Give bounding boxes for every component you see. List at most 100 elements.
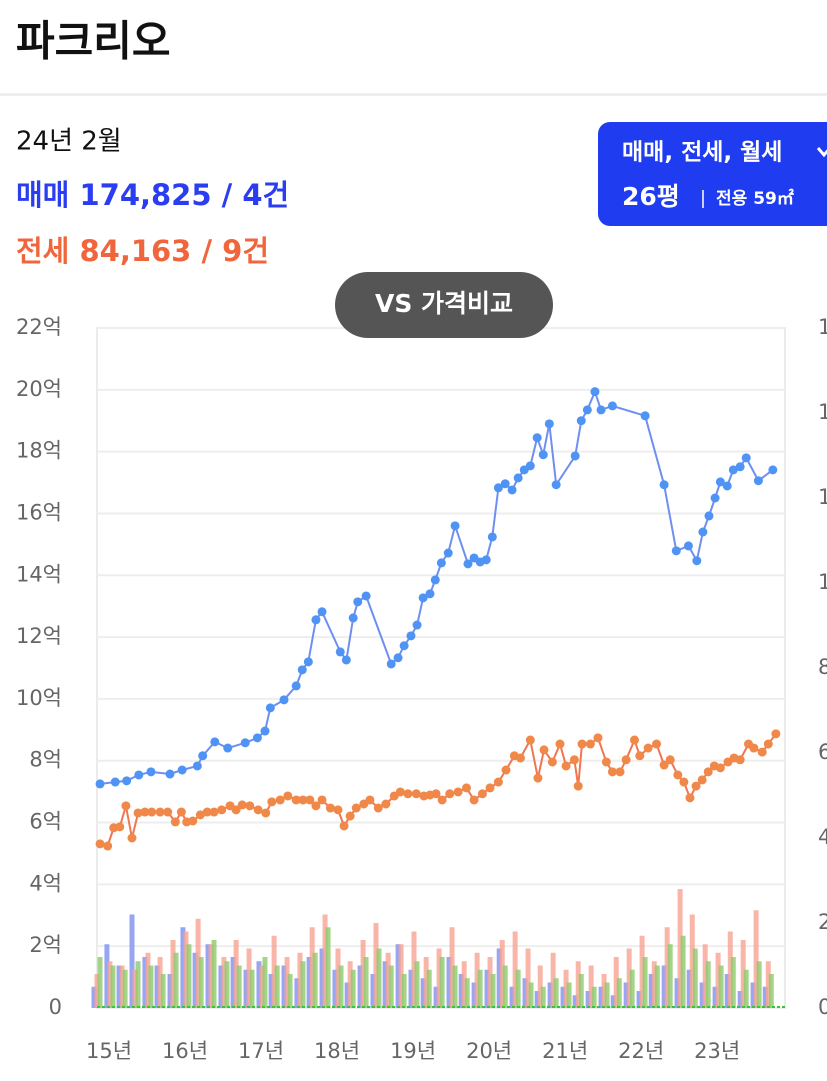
price-point bbox=[265, 703, 275, 713]
volume-bar bbox=[224, 961, 230, 1008]
price-point bbox=[513, 473, 523, 483]
price-point bbox=[753, 476, 763, 486]
volume-bar bbox=[395, 944, 401, 1008]
filter-types[interactable]: 매매, 전세, 월세 bbox=[622, 140, 782, 166]
price-point bbox=[155, 807, 165, 817]
price-point bbox=[95, 839, 105, 849]
price-point bbox=[551, 480, 561, 490]
price-point bbox=[652, 739, 662, 749]
volume-bar bbox=[642, 957, 648, 1008]
filter-size[interactable]: 26평 bbox=[622, 182, 680, 211]
volume-bar bbox=[332, 969, 338, 1008]
volume-bar bbox=[471, 982, 477, 1008]
volume-bar bbox=[484, 969, 490, 1008]
price-point bbox=[411, 789, 421, 799]
compare-pill[interactable] bbox=[335, 272, 553, 338]
x-tick-label: 15년 bbox=[86, 1039, 132, 1063]
price-point bbox=[593, 733, 603, 743]
price-point bbox=[585, 739, 595, 749]
price-point bbox=[165, 769, 175, 779]
price-point bbox=[297, 665, 307, 675]
price-point bbox=[345, 811, 355, 821]
price-point bbox=[607, 401, 617, 411]
volume-bar bbox=[170, 940, 176, 1008]
price-point bbox=[163, 807, 173, 817]
volume-bar bbox=[461, 961, 467, 1008]
volume-bar bbox=[186, 944, 192, 1008]
y-tick-label: 0 bbox=[49, 995, 62, 1019]
filter-button[interactable]: 매매, 전세, 월세 26평 전용 59㎡ bbox=[598, 122, 827, 226]
price-point bbox=[533, 773, 543, 783]
volume-bar bbox=[540, 986, 546, 1008]
price-point bbox=[267, 797, 277, 807]
divider bbox=[0, 93, 827, 96]
volume-bar bbox=[122, 969, 128, 1008]
price-point bbox=[640, 411, 650, 421]
volume-bar bbox=[398, 944, 404, 1008]
price-point bbox=[195, 810, 205, 820]
price-point bbox=[431, 789, 441, 799]
volume-bar bbox=[750, 982, 756, 1008]
volume-bar bbox=[762, 986, 768, 1008]
price-point bbox=[348, 613, 358, 623]
volume-bar bbox=[661, 965, 667, 1008]
price-point bbox=[134, 770, 144, 780]
volume-bar bbox=[119, 965, 125, 1008]
price-point bbox=[547, 757, 557, 767]
price-point bbox=[122, 776, 132, 786]
volume-bar bbox=[300, 961, 306, 1008]
volume-bar bbox=[499, 940, 505, 1008]
price-point bbox=[691, 781, 701, 791]
price-point bbox=[365, 795, 375, 805]
page-title: 파크리오 bbox=[16, 17, 171, 66]
volume-bar bbox=[446, 957, 452, 1008]
volume-bar bbox=[613, 957, 619, 1008]
volume-bar bbox=[458, 974, 464, 1008]
price-point bbox=[339, 821, 349, 831]
compare-button[interactable]: VS 가격비교 bbox=[335, 272, 553, 338]
price-point bbox=[260, 726, 270, 736]
y2-tick-label: 10 bbox=[818, 570, 827, 594]
volume-bar bbox=[249, 969, 255, 1008]
volume-bar bbox=[338, 965, 344, 1008]
price-point bbox=[635, 751, 645, 761]
x-tick-label: 16년 bbox=[162, 1039, 208, 1063]
volume-bar bbox=[376, 948, 382, 1008]
volume-bar bbox=[610, 995, 616, 1008]
price-point bbox=[576, 416, 586, 426]
volume-bar bbox=[667, 944, 673, 1008]
y-tick-label: 18억 bbox=[16, 439, 62, 463]
volume-bar bbox=[370, 974, 376, 1008]
price-point bbox=[279, 695, 289, 705]
volume-bar bbox=[743, 969, 749, 1008]
price-point bbox=[453, 787, 463, 797]
price-point bbox=[539, 745, 549, 755]
volume-bar bbox=[686, 969, 692, 1008]
volume-bar bbox=[585, 991, 591, 1008]
volume-bar bbox=[401, 974, 407, 1008]
volume-bar bbox=[439, 957, 445, 1008]
price-point bbox=[673, 770, 683, 780]
price-point bbox=[373, 803, 383, 813]
volume-bar bbox=[537, 965, 543, 1008]
volume-bar bbox=[601, 974, 607, 1008]
price-point bbox=[311, 801, 321, 811]
volume-bar bbox=[236, 965, 242, 1008]
price-point bbox=[335, 647, 345, 657]
volume-bar bbox=[97, 957, 103, 1008]
price-point bbox=[763, 739, 773, 749]
price-point bbox=[735, 462, 745, 472]
separator bbox=[702, 190, 704, 208]
volume-bar bbox=[677, 889, 683, 1008]
filter-area[interactable]: 전용 59㎡ bbox=[716, 188, 794, 209]
price-point bbox=[351, 803, 361, 813]
y2-tick-label: 14 bbox=[818, 400, 827, 424]
price-point bbox=[237, 800, 247, 810]
price-point bbox=[103, 841, 113, 851]
volume-bar bbox=[768, 974, 774, 1008]
x-tick-label: 17년 bbox=[238, 1039, 284, 1063]
compare-label[interactable]: VS 가격비교 bbox=[375, 289, 513, 318]
filter-box[interactable] bbox=[598, 122, 827, 226]
price-point bbox=[500, 479, 510, 489]
